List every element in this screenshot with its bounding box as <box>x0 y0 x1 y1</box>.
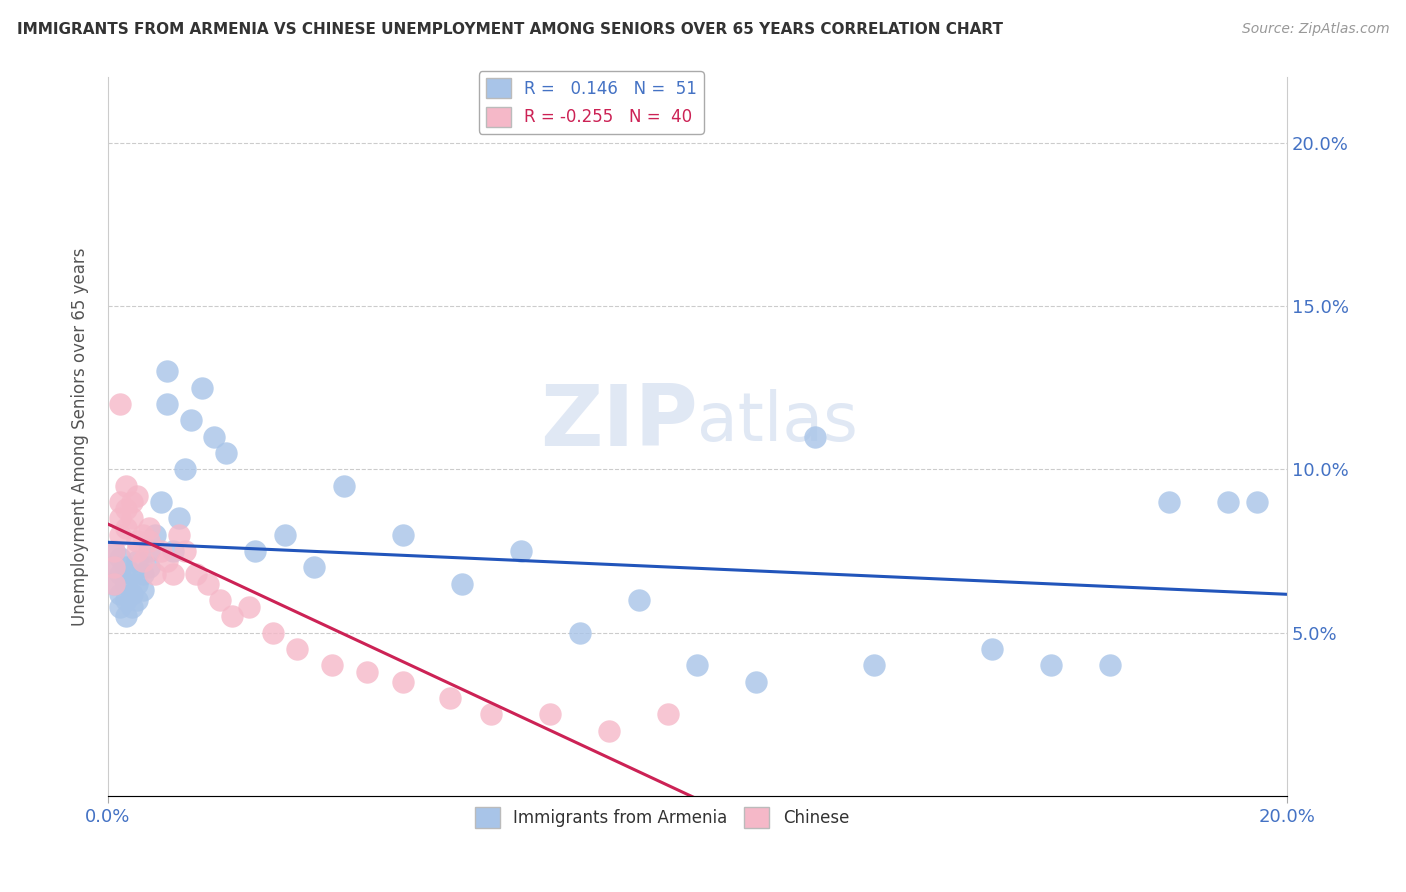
Point <box>1099 658 1122 673</box>
Point <box>114 501 136 516</box>
Point <box>138 534 160 549</box>
Point <box>127 544 149 558</box>
Y-axis label: Unemployment Among Seniors over 65 years: Unemployment Among Seniors over 65 years <box>72 247 89 626</box>
Point <box>162 566 184 581</box>
Point <box>509 544 531 558</box>
Point <box>1216 495 1239 509</box>
Point <box>121 566 143 581</box>
Point <box>202 430 225 444</box>
Point <box>321 658 343 673</box>
Point <box>127 489 149 503</box>
Point <box>745 674 768 689</box>
Point <box>180 413 202 427</box>
Point <box>156 364 179 378</box>
Legend: Immigrants from Armenia, Chinese: Immigrants from Armenia, Chinese <box>468 801 856 835</box>
Point <box>103 576 125 591</box>
Point <box>132 554 155 568</box>
Point <box>138 560 160 574</box>
Point <box>121 511 143 525</box>
Point <box>114 576 136 591</box>
Point <box>121 495 143 509</box>
Point <box>804 430 827 444</box>
Point <box>238 599 260 614</box>
Point <box>103 560 125 574</box>
Point <box>1040 658 1063 673</box>
Point <box>138 521 160 535</box>
Point <box>108 599 131 614</box>
Point <box>657 707 679 722</box>
Point <box>167 528 190 542</box>
Point <box>108 528 131 542</box>
Point <box>245 544 267 558</box>
Point <box>103 544 125 558</box>
Text: ZIP: ZIP <box>540 381 697 464</box>
Point <box>221 609 243 624</box>
Point <box>108 550 131 565</box>
Point <box>479 707 502 722</box>
Point <box>121 586 143 600</box>
Point <box>1157 495 1180 509</box>
Point <box>114 593 136 607</box>
Point <box>391 674 413 689</box>
Point <box>356 665 378 679</box>
Point <box>274 528 297 542</box>
Point <box>162 544 184 558</box>
Point <box>439 691 461 706</box>
Point <box>132 528 155 542</box>
Point <box>114 521 136 535</box>
Text: Source: ZipAtlas.com: Source: ZipAtlas.com <box>1241 22 1389 37</box>
Point <box>262 625 284 640</box>
Point <box>103 560 125 574</box>
Point <box>156 554 179 568</box>
Point <box>627 593 650 607</box>
Point <box>568 625 591 640</box>
Point <box>138 544 160 558</box>
Point <box>150 544 173 558</box>
Point <box>143 566 166 581</box>
Point <box>191 381 214 395</box>
Point <box>108 495 131 509</box>
Point <box>167 511 190 525</box>
Point <box>108 566 131 581</box>
Point <box>304 560 326 574</box>
Point <box>215 446 238 460</box>
Point <box>114 560 136 574</box>
Point <box>391 528 413 542</box>
Point <box>132 583 155 598</box>
Point <box>156 397 179 411</box>
Point <box>333 479 356 493</box>
Text: atlas: atlas <box>697 390 858 456</box>
Point <box>538 707 561 722</box>
Point <box>127 554 149 568</box>
Point <box>150 495 173 509</box>
Point <box>863 658 886 673</box>
Point <box>173 544 195 558</box>
Point <box>127 593 149 607</box>
Point <box>108 397 131 411</box>
Point <box>127 534 149 549</box>
Point <box>103 576 125 591</box>
Point <box>103 544 125 558</box>
Point <box>114 479 136 493</box>
Point <box>108 511 131 525</box>
Point <box>450 576 472 591</box>
Point <box>143 528 166 542</box>
Point <box>132 566 155 581</box>
Point <box>285 642 308 657</box>
Point <box>186 566 208 581</box>
Point <box>598 723 620 738</box>
Point <box>173 462 195 476</box>
Point <box>197 576 219 591</box>
Point <box>686 658 709 673</box>
Point <box>108 586 131 600</box>
Text: IMMIGRANTS FROM ARMENIA VS CHINESE UNEMPLOYMENT AMONG SENIORS OVER 65 YEARS CORR: IMMIGRANTS FROM ARMENIA VS CHINESE UNEMP… <box>17 22 1002 37</box>
Point <box>981 642 1004 657</box>
Point <box>114 609 136 624</box>
Point <box>121 599 143 614</box>
Point <box>208 593 231 607</box>
Point <box>1246 495 1268 509</box>
Point <box>127 576 149 591</box>
